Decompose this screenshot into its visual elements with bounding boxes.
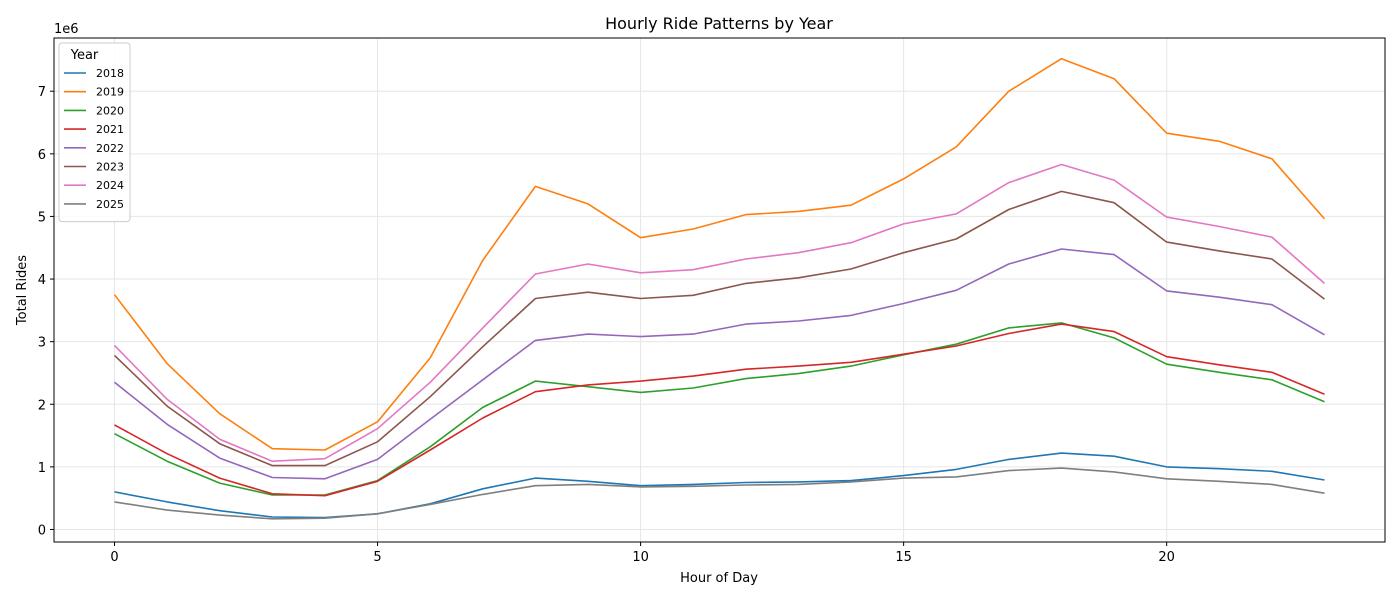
- y-tick-label: 1: [38, 461, 46, 476]
- series-line-2019: [113, 57, 1326, 451]
- x-tick-label: 15: [895, 550, 912, 565]
- legend-label-2024: 2024: [96, 179, 124, 192]
- y-axis-ticks: 0 1 2 3 4 5 6 7: [38, 85, 54, 538]
- legend-label-2021: 2021: [96, 123, 124, 136]
- y-axis-multiplier: 1e6: [54, 22, 79, 37]
- y-tick-label: 5: [38, 210, 46, 225]
- legend-label-2023: 2023: [96, 161, 124, 174]
- y-tick-label: 3: [38, 336, 46, 351]
- x-axis-label: Hour of Day: [680, 571, 758, 586]
- legend-entries: 2018 2019 2020 2021 2022 2023 2024 2025: [64, 67, 124, 211]
- legend-label-2022: 2022: [96, 142, 124, 155]
- x-tick-label: 0: [110, 550, 118, 565]
- legend-label-2020: 2020: [96, 104, 124, 117]
- legend-box: [58, 42, 131, 223]
- y-tick-label: 4: [38, 273, 46, 288]
- series-lines: [113, 57, 1326, 520]
- series-line-2025: [114, 467, 1325, 520]
- legend-label-2025: 2025: [96, 198, 124, 211]
- series-line-2022: [114, 248, 1325, 480]
- plot-frame: [53, 37, 1386, 543]
- y-axis-label: Total Rides: [15, 255, 30, 326]
- x-tick-label: 5: [373, 550, 381, 565]
- y-tick-label: 6: [38, 148, 46, 163]
- x-axis-ticks: 0 5 10 15 20: [110, 542, 1175, 565]
- x-tick-label: 20: [1158, 550, 1175, 565]
- series-line-2024: [113, 163, 1326, 463]
- y-tick-label: 7: [38, 85, 46, 100]
- y-tick-label: 0: [38, 523, 46, 538]
- x-tick-label: 10: [632, 550, 649, 565]
- legend-label-2019: 2019: [96, 86, 124, 99]
- y-tick-label: 2: [38, 398, 46, 413]
- legend-label-2018: 2018: [96, 67, 124, 80]
- series-line-2021: [114, 323, 1325, 497]
- grid: [54, 38, 1385, 542]
- series-line-2020: [114, 322, 1325, 496]
- legend-title: Year: [70, 48, 99, 63]
- series-line-2023: [113, 190, 1325, 467]
- chart-title: Hourly Ride Patterns by Year: [605, 14, 833, 33]
- legend: Year 2018 2019 2020 2021 2022 2023 2024 2025: [58, 42, 131, 223]
